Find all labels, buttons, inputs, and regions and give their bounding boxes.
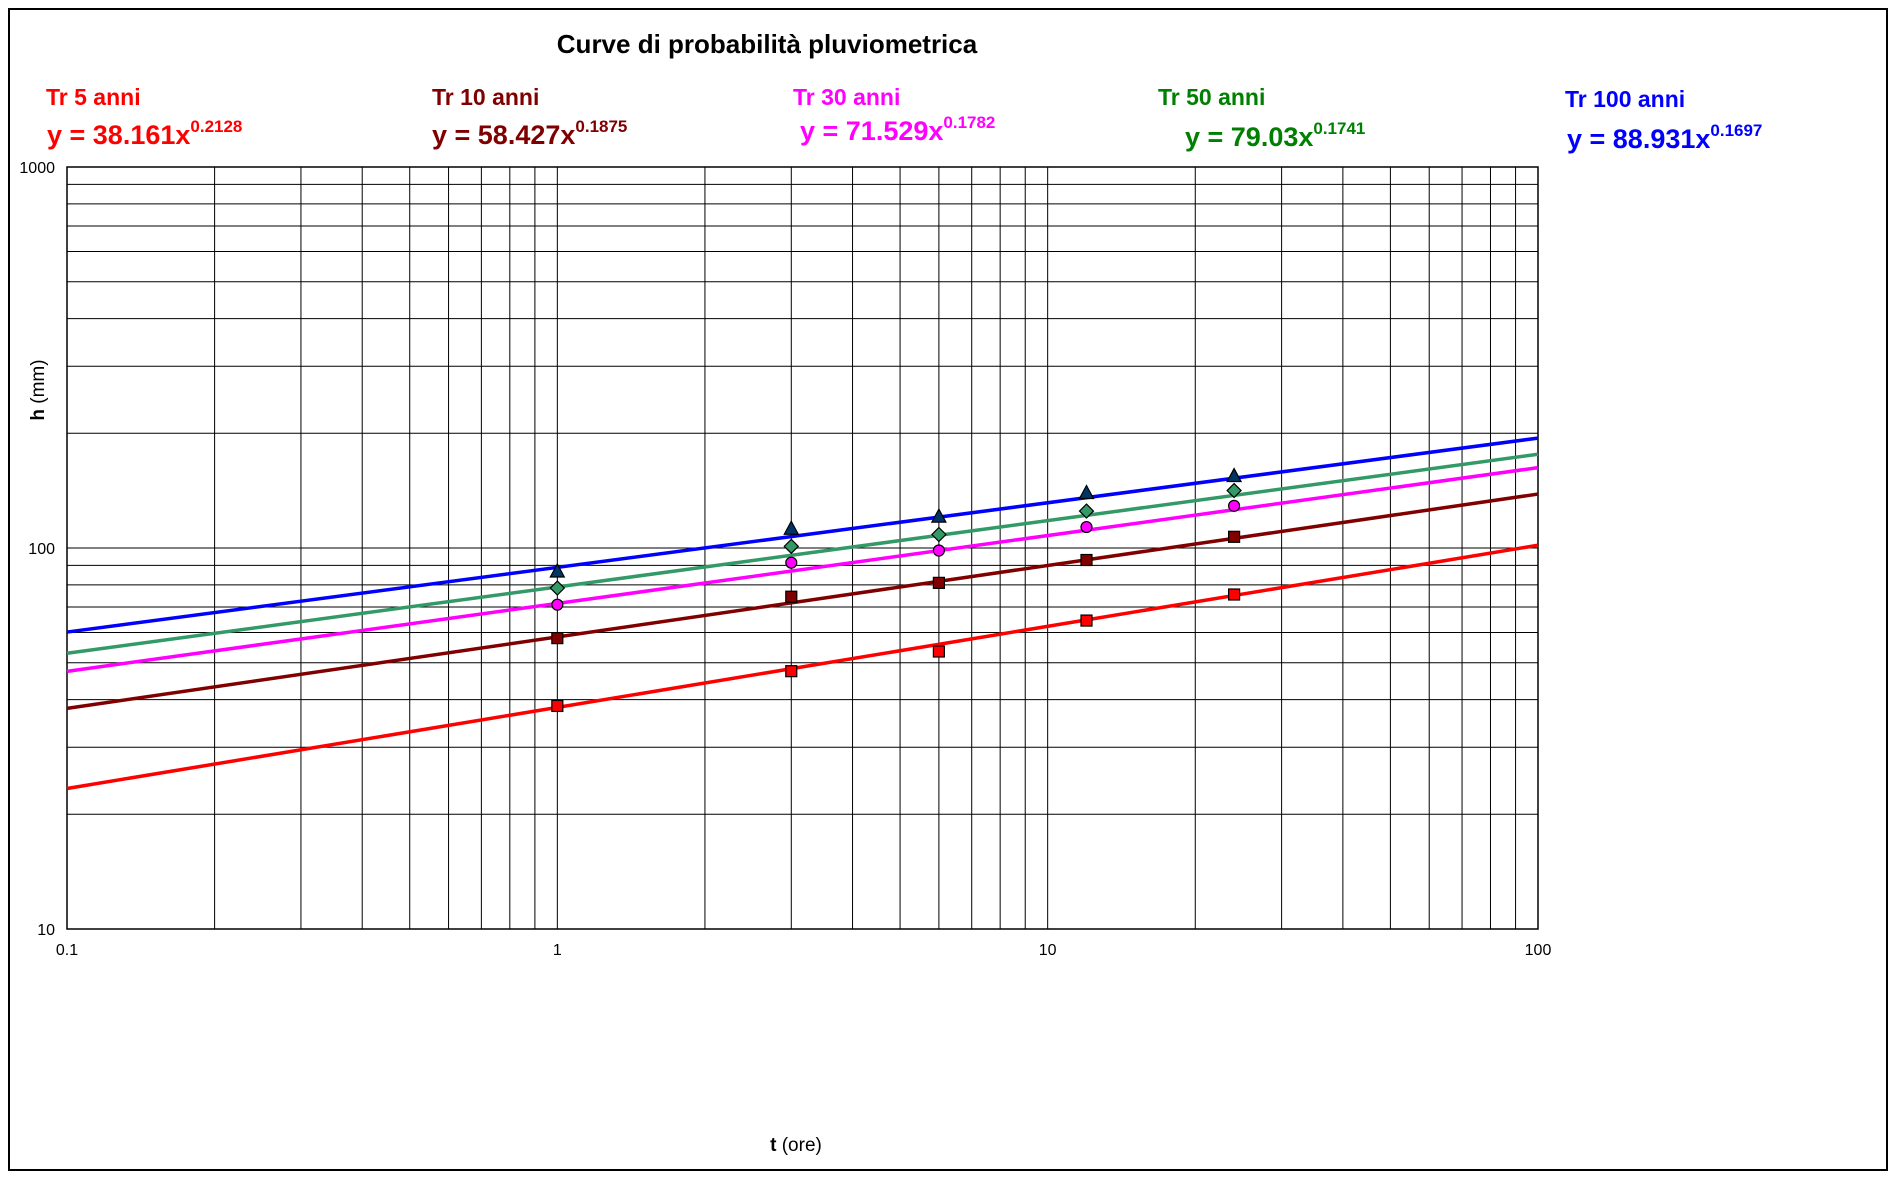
trendline-tr-10-anni: [66, 492, 1539, 711]
x-tick-label: 1: [553, 942, 562, 959]
legend-group: Tr 5 anni y = 38.161x0.2128 Tr 10 anni y = …: [46, 84, 1762, 154]
data-point-tr-30-anni: [932, 544, 945, 557]
equation-base: y = 38.161x: [47, 120, 190, 150]
legend-series-name: Tr 100 anni: [1565, 86, 1685, 112]
y-axis-title: h (mm): [28, 359, 49, 420]
data-point-tr-100-anni: [783, 519, 800, 535]
chart-title: Curve di probabilità pluviometrica: [557, 29, 978, 59]
trendline-tr-50-anni: [66, 452, 1539, 656]
legend-equation: y = 79.03x0.1741: [1185, 119, 1365, 152]
data-point-tr-30-anni: [1080, 520, 1093, 534]
legend-equation: y = 71.529x0.1782: [800, 113, 995, 146]
y-axis-title-bold: h: [28, 409, 49, 421]
equation-exponent: 0.1697: [1710, 121, 1762, 140]
grid: [67, 167, 1538, 929]
data-point-tr-10-anni: [1080, 553, 1093, 567]
chart-frame: Curve di probabilità pluviometrica Tr 5 …: [8, 8, 1888, 1171]
legend-series-name: Tr 30 anni: [793, 84, 900, 110]
x-tick-label: 100: [1525, 942, 1552, 959]
legend-equation: y = 58.427x0.1875: [432, 117, 627, 150]
trendline-tr-100-anni: [66, 436, 1539, 634]
data-point-tr-5-anni: [1227, 588, 1241, 601]
x-axis-title: t (ore): [770, 1135, 822, 1156]
data-point-tr-30-anni: [1227, 499, 1241, 512]
equation-base: y = 79.03x: [1185, 122, 1313, 152]
trendline-tr-5-anni: [66, 543, 1539, 791]
equation-exponent: 0.1741: [1313, 119, 1365, 138]
data-point-tr-100-anni: [930, 507, 947, 523]
tick-labels: 0.1 1 10 100 10 100 1000: [19, 160, 1551, 959]
plot-area-border: [66, 166, 1539, 930]
data-point-tr-10-anni: [1227, 530, 1241, 543]
equation-base: y = 88.931x: [1567, 124, 1710, 154]
plot-border: [66, 166, 1539, 930]
data-point-tr-50-anni: [1078, 503, 1095, 519]
data-point-tr-50-anni: [549, 580, 566, 596]
x-axis-title-rest: (ore): [776, 1135, 821, 1156]
y-tick-label: 100: [28, 541, 55, 558]
markers: [549, 467, 1243, 713]
data-point-tr-50-anni: [1226, 482, 1242, 499]
data-point-tr-10-anni: [551, 632, 564, 645]
equation-exponent: 0.1782: [943, 113, 995, 132]
data-point-tr-100-anni: [1226, 467, 1243, 483]
data-point-tr-5-anni: [932, 645, 945, 658]
data-point-tr-50-anni: [931, 526, 947, 543]
data-point-tr-30-anni: [785, 556, 798, 569]
equation-exponent: 0.2128: [190, 117, 242, 136]
data-point-tr-5-anni: [1080, 614, 1093, 627]
y-tick-label: 1000: [19, 160, 55, 177]
equation-base: y = 58.427x: [432, 120, 575, 150]
chart-svg: Curve di probabilità pluviometrica Tr 5 …: [19, 29, 1762, 1156]
x-tick-label: 0.1: [56, 942, 78, 959]
data-point-tr-5-anni: [551, 699, 564, 713]
legend-series-name: Tr 5 anni: [46, 84, 141, 110]
x-tick-label: 10: [1039, 942, 1057, 959]
equation-base: y = 71.529x: [800, 116, 943, 146]
legend-series-name: Tr 50 anni: [1158, 84, 1265, 110]
trendlines: [66, 436, 1539, 791]
data-point-tr-10-anni: [785, 590, 798, 603]
legend-equation: y = 38.161x0.2128: [47, 117, 242, 150]
y-axis-title-rest: (mm): [28, 359, 49, 409]
trendline-tr-30-anni: [66, 465, 1539, 674]
data-point-tr-5-anni: [785, 665, 798, 678]
x-axis-title-bold: t: [770, 1135, 777, 1156]
data-point-tr-10-anni: [932, 576, 945, 589]
equation-exponent: 0.1875: [575, 117, 627, 136]
data-point-tr-50-anni: [783, 538, 800, 555]
y-tick-label: 10: [37, 922, 55, 939]
data-point-tr-30-anni: [551, 598, 564, 611]
data-point-tr-100-anni: [1078, 484, 1095, 500]
legend-series-name: Tr 10 anni: [432, 84, 539, 110]
data-point-tr-100-anni: [549, 562, 566, 578]
legend-equation: y = 88.931x0.1697: [1567, 121, 1762, 154]
